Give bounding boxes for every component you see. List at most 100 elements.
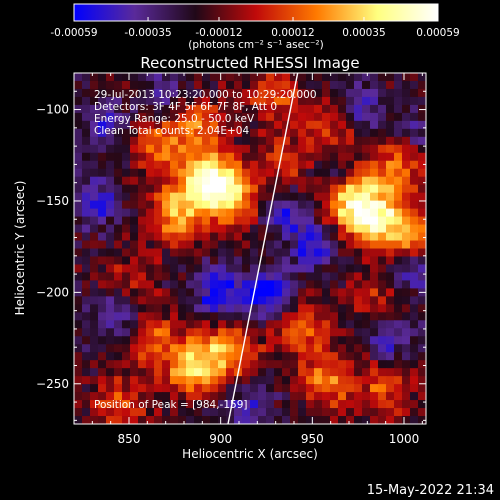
heatmap-cell (170, 320, 179, 329)
heatmap-cell (290, 152, 299, 162)
heatmap-cell (410, 296, 419, 305)
heatmap-cell (266, 288, 275, 297)
heatmap-cell (194, 416, 203, 424)
heatmap-cell (74, 392, 83, 401)
heatmap-cell (162, 352, 171, 361)
heatmap-cell (394, 136, 403, 146)
heatmap-cell (306, 240, 315, 250)
heatmap-cell (386, 160, 395, 170)
heatmap-cell (274, 344, 283, 353)
heatmap-cell (194, 336, 203, 345)
heatmap-cell (354, 360, 363, 369)
heatmap-cell (162, 304, 171, 313)
heatmap-cell (282, 104, 291, 114)
heatmap-cell (402, 256, 411, 266)
heatmap-cell (250, 264, 259, 274)
heatmap-cell (162, 312, 171, 321)
heatmap-cell (138, 240, 147, 250)
heatmap-cell (202, 80, 211, 90)
heatmap-cell (106, 328, 115, 337)
heatmap-cell (146, 280, 155, 289)
heatmap-cell (306, 176, 315, 186)
heatmap-cell (138, 384, 147, 393)
heatmap-cell (274, 128, 283, 138)
heatmap-cell (130, 328, 139, 337)
heatmap-cell (154, 344, 163, 353)
heatmap-cell (90, 288, 99, 297)
heatmap-cell (186, 312, 195, 321)
heatmap-cell (154, 384, 163, 393)
heatmap-cell (242, 136, 251, 146)
heatmap-cell (290, 184, 299, 194)
heatmap-cell (250, 128, 259, 138)
heatmap-cell (306, 128, 315, 138)
heatmap-cell (194, 224, 203, 234)
heatmap-cell (218, 248, 227, 258)
heatmap-cell (274, 264, 283, 274)
heatmap-cell (114, 384, 123, 393)
y-tick-label: −150 (36, 194, 69, 208)
heatmap-cell (178, 352, 187, 361)
heatmap-cell (274, 112, 283, 122)
heatmap-cell (226, 136, 235, 146)
heatmap-cell (170, 264, 179, 274)
heatmap-cell (378, 416, 387, 424)
heatmap-cell (258, 240, 267, 250)
heatmap-cell (274, 384, 283, 393)
heatmap-cell (138, 256, 147, 266)
heatmap-cell (186, 256, 195, 266)
heatmap-cell (74, 88, 83, 98)
heatmap-cell (242, 384, 251, 393)
heatmap-cell (90, 104, 99, 114)
heatmap-cell (186, 416, 195, 424)
heatmap-cell (90, 312, 99, 321)
heatmap-cell (162, 232, 171, 242)
heatmap-cell (170, 200, 179, 210)
heatmap-cell (290, 400, 299, 409)
heatmap-cell (258, 73, 267, 82)
heatmap-cell (338, 144, 347, 154)
heatmap-cell (282, 384, 291, 393)
heatmap-cell (394, 312, 403, 321)
heatmap-cell (210, 80, 219, 90)
heatmap-cell (346, 128, 355, 138)
heatmap-cell (130, 408, 139, 417)
heatmap-cell (90, 304, 99, 313)
heatmap-cell (162, 296, 171, 305)
heatmap-cell (250, 144, 259, 154)
heatmap-cell (186, 296, 195, 305)
heatmap-cell (338, 272, 347, 282)
heatmap-cell (218, 192, 227, 202)
heatmap-cell (322, 344, 331, 353)
heatmap-cell (82, 288, 91, 297)
heatmap-cell (162, 360, 171, 369)
heatmap-cell (90, 184, 99, 194)
heatmap-cell (226, 208, 235, 218)
heatmap-cell (98, 120, 107, 130)
heatmap-cell (266, 144, 275, 154)
heatmap-cell (330, 264, 339, 274)
heatmap-cell (346, 224, 355, 234)
heatmap-cell (274, 152, 283, 162)
heatmap-cell (306, 192, 315, 202)
heatmap-cell (194, 256, 203, 266)
heatmap-cell (410, 280, 419, 289)
heatmap-cell (282, 120, 291, 130)
heatmap-cell (250, 224, 259, 234)
heatmap-cell (138, 168, 147, 178)
heatmap-cell (186, 400, 195, 409)
heatmap-cell (370, 88, 379, 98)
heatmap-cell (274, 304, 283, 313)
heatmap-cell (258, 256, 267, 266)
heatmap-cell (298, 216, 307, 226)
heatmap-cell (394, 416, 403, 424)
heatmap-cell (82, 352, 91, 361)
heatmap-cell (282, 184, 291, 194)
heatmap-cell (410, 120, 419, 130)
heatmap-cell (250, 88, 259, 98)
heatmap-cell (258, 152, 267, 162)
heatmap-cell (170, 240, 179, 250)
heatmap-cell (178, 248, 187, 258)
heatmap-cell (314, 240, 323, 250)
heatmap-cell (218, 304, 227, 313)
